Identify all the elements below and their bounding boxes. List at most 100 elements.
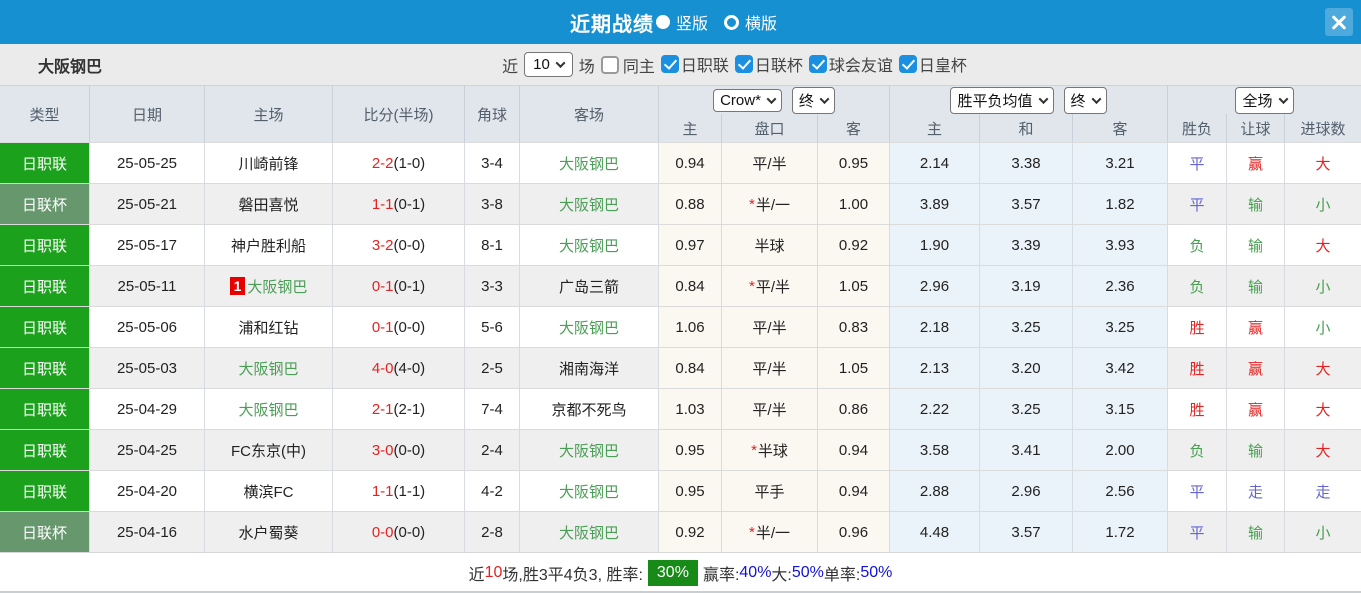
radio-horizontal-label[interactable]: 横版 <box>745 16 778 33</box>
league-label: 日皇杯 <box>918 57 967 75</box>
summary-text: 40% <box>739 564 772 581</box>
away-team-cell: 大阪钢巴 <box>520 511 659 552</box>
corner-cell: 8-1 <box>465 224 520 265</box>
home-team-cell: 磐田喜悦 <box>205 183 333 224</box>
let-away-cell: 0.94 <box>818 429 890 470</box>
rank-marker: 1 <box>229 277 246 295</box>
type-badge: 日联杯 <box>0 183 90 224</box>
type-badge: 日职联 <box>0 388 90 429</box>
odds-home-cell: 2.14 <box>890 142 980 183</box>
halftime-score: (0-0) <box>393 523 426 541</box>
radio-vertical-label[interactable]: 竖版 <box>675 16 708 33</box>
type-badge: 日职联 <box>0 265 90 306</box>
league-label: 日联杯 <box>754 57 803 75</box>
changed-line-star: * <box>748 277 755 295</box>
odds-draw-cell: 3.19 <box>980 265 1073 306</box>
odds-draw-cell: 3.39 <box>980 224 1073 265</box>
home-team-name: FC东京(中) <box>231 442 306 460</box>
halftime-score: (4-0) <box>393 359 426 377</box>
subheader-let-away: 客 <box>818 114 890 142</box>
table-row: 日联杯 25-04-16 水户蜀葵 0-0 (0-0) 2-8 大阪钢巴 0.92 * 半/一 0.… <box>0 511 1361 552</box>
subheader-odds-draw: 和 <box>980 114 1073 142</box>
corner-cell: 2-4 <box>465 429 520 470</box>
odds-avg-select[interactable]: 胜平负均值 <box>950 86 1054 114</box>
subheader-odds-away: 客 <box>1073 114 1168 142</box>
halftime-score: (2-1) <box>393 400 426 418</box>
odds-away-cell: 1.82 <box>1073 183 1168 224</box>
pankou-cell: * 半/一 <box>722 183 818 224</box>
halftime-score: (0-0) <box>393 318 426 336</box>
radio-vertical-icon[interactable] <box>655 15 670 29</box>
odds-home-cell: 4.48 <box>890 511 980 552</box>
result-group-header: 全场 <box>1168 86 1361 114</box>
team-name: 大阪钢巴 <box>38 58 103 76</box>
away-team-cell: 大阪钢巴 <box>520 142 659 183</box>
summary-text: 场,胜3平4负3, 胜率: <box>502 567 643 584</box>
league-checkbox[interactable]: 日职联 <box>655 52 729 76</box>
handicap-final-select[interactable]: 终 <box>791 86 835 114</box>
filters: 近 10 场 同主 日职联 日联杯 球会友谊 日皇杯 <box>54 44 1361 85</box>
fulltime-score: 2-1 <box>371 400 394 418</box>
away-team-cell: 大阪钢巴 <box>520 224 659 265</box>
pankou-text: 半球 <box>757 442 788 460</box>
halftime-score: (1-0) <box>393 154 426 172</box>
halftime-score: (0-0) <box>393 441 426 459</box>
away-team-name: 大阪钢巴 <box>558 319 619 337</box>
title-bar: 近期战绩 竖版 横版 <box>0 0 1361 44</box>
changed-line-star: * <box>748 523 755 541</box>
league-checkbox[interactable]: 球会友谊 <box>803 52 893 76</box>
chevron-down-icon <box>766 93 777 104</box>
table-row: 日职联 25-04-25 FC东京(中) 3-0 (0-0) 2-4 大阪钢巴 0.95 * 半球… <box>0 429 1361 470</box>
odds-draw-cell: 2.96 <box>980 470 1073 511</box>
match-count-select[interactable]: 10 <box>524 52 573 77</box>
let-away-cell: 0.95 <box>818 142 890 183</box>
home-team-name: 大阪钢巴 <box>247 278 308 296</box>
away-team-name: 大阪钢巴 <box>558 196 619 214</box>
handicap-result-cell: 赢 <box>1227 388 1285 429</box>
home-team-name: 川崎前锋 <box>238 155 299 173</box>
score-cell: 2-2 (1-0) <box>333 142 465 183</box>
table-row: 日职联 25-05-25 川崎前锋 2-2 (1-0) 3-4 大阪钢巴 0.94 平/半 0.9… <box>0 142 1361 183</box>
radio-horizontal-icon[interactable] <box>724 14 739 30</box>
goals-result-cell: 走 <box>1285 470 1361 511</box>
league-checkbox[interactable]: 日联杯 <box>729 52 803 76</box>
type-badge: 日职联 <box>0 306 90 347</box>
checkbox-icon <box>600 55 619 74</box>
league-checkbox[interactable]: 日皇杯 <box>893 52 967 76</box>
pankou-text: 平/半 <box>755 278 790 296</box>
goals-result-cell: 小 <box>1285 306 1361 347</box>
same-home-checkbox[interactable]: 同主 <box>595 53 655 77</box>
odds-away-cell: 2.00 <box>1073 429 1168 470</box>
checkbox-icon <box>898 54 917 73</box>
bookmaker-select[interactable]: Crow* <box>713 88 782 112</box>
close-icon[interactable] <box>1325 8 1353 36</box>
changed-line-star: * <box>748 195 755 213</box>
scope-select[interactable]: 全场 <box>1235 86 1294 114</box>
col-header-away: 客场 <box>520 86 659 142</box>
date-cell: 25-04-29 <box>90 388 205 429</box>
fulltime-score: 3-2 <box>371 236 394 254</box>
goals-result-cell: 大 <box>1285 224 1361 265</box>
type-badge: 日职联 <box>0 470 90 511</box>
halftime-score: (1-1) <box>393 482 426 500</box>
away-team-cell: 大阪钢巴 <box>520 183 659 224</box>
table-header: 类型 日期 主场 比分(半场) 角球 客场 Crow* 终 胜平负均值 终 全场… <box>0 86 1361 142</box>
odds-away-cell: 2.36 <box>1073 265 1168 306</box>
odds-draw-cell: 3.57 <box>980 183 1073 224</box>
chevron-down-icon <box>1038 93 1048 104</box>
pankou-text: 平/半 <box>752 155 787 173</box>
chevron-down-icon <box>819 93 830 104</box>
let-away-cell: 1.05 <box>818 347 890 388</box>
col-header-type: 类型 <box>0 86 90 142</box>
away-team-cell: 广岛三箭 <box>520 265 659 306</box>
odds-final-select[interactable]: 终 <box>1063 86 1107 114</box>
pankou-text: 半/一 <box>755 524 790 542</box>
subheader-let-home: 主 <box>659 114 722 142</box>
goals-result-cell: 大 <box>1285 142 1361 183</box>
odds-away-cell: 3.25 <box>1073 306 1168 347</box>
away-team-cell: 大阪钢巴 <box>520 429 659 470</box>
popup-title: 近期战绩 <box>569 13 654 36</box>
let-home-cell: 0.95 <box>659 429 722 470</box>
fulltime-score: 3-0 <box>371 441 394 459</box>
pankou-cell: 平/半 <box>722 347 818 388</box>
